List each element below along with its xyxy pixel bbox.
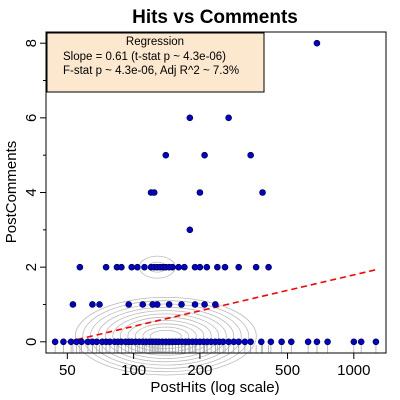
y-tick-label: 8 — [23, 39, 40, 47]
data-points — [51, 39, 380, 346]
legend-title: Regression — [126, 36, 184, 48]
data-point — [69, 301, 77, 308]
data-point — [191, 301, 199, 308]
data-point — [181, 263, 188, 271]
data-point — [186, 226, 194, 234]
data-point — [225, 114, 232, 122]
chart-title: Hits vs Comments — [132, 7, 298, 28]
data-point — [201, 151, 208, 159]
regression-line — [67, 268, 380, 343]
data-point — [96, 301, 103, 308]
data-point — [287, 338, 295, 346]
data-point — [278, 338, 285, 346]
data-point — [235, 263, 242, 271]
data-point — [201, 301, 208, 308]
data-point — [265, 263, 272, 271]
x-axis-label: PostHits (log scale) — [150, 379, 279, 396]
x-tick-label: 100 — [121, 362, 146, 379]
data-point — [350, 338, 358, 346]
data-point — [313, 39, 321, 47]
data-point — [78, 338, 85, 346]
data-point — [252, 263, 260, 271]
y-tick-label: 6 — [23, 114, 40, 122]
data-point — [235, 338, 242, 346]
y-axis: 0 2 4 6 8 — [23, 39, 46, 346]
data-point — [162, 151, 170, 159]
data-point — [357, 338, 365, 346]
data-point — [178, 301, 185, 308]
data-point — [196, 189, 204, 196]
density-contour — [82, 300, 250, 373]
x-tick-label: 200 — [187, 362, 212, 379]
data-point — [51, 338, 59, 346]
data-point — [257, 338, 265, 346]
data-point — [259, 189, 266, 196]
data-point — [267, 338, 275, 346]
density-contour — [119, 316, 212, 356]
density-contour — [74, 297, 257, 376]
density-contour — [112, 313, 220, 359]
data-point — [221, 263, 229, 271]
y-axis-label: PostComments — [3, 141, 20, 244]
data-point — [214, 263, 221, 271]
data-point — [125, 301, 133, 308]
data-point — [175, 263, 182, 271]
data-point — [203, 263, 211, 271]
data-point — [304, 338, 312, 346]
data-point — [150, 189, 158, 196]
data-point — [219, 338, 227, 346]
data-point — [118, 263, 125, 271]
data-point — [153, 301, 161, 308]
data-point — [169, 263, 176, 271]
density-contour — [97, 306, 235, 366]
regression-legend: Regression Slope = 0.61 (t-stat p ~ 4.3e… — [46, 32, 265, 93]
data-point — [134, 263, 141, 271]
data-point — [372, 338, 380, 346]
x-tick-label: 1000 — [337, 362, 370, 379]
legend-box — [46, 32, 265, 93]
data-point — [128, 263, 135, 271]
legend-line-2: F-stat p ~ 4.3e-06, Adj R^2 ~ 7.3% — [63, 65, 239, 77]
data-point — [212, 301, 219, 308]
x-tick-label: 500 — [275, 362, 300, 379]
data-point — [76, 263, 84, 271]
legend-line-1: Slope = 0.61 (t-stat p ~ 4.3e-06) — [63, 51, 226, 63]
data-point — [186, 114, 194, 122]
data-point — [165, 301, 173, 308]
data-point — [102, 263, 110, 271]
data-point — [247, 151, 254, 159]
data-point — [313, 338, 321, 346]
density-contour — [104, 310, 227, 363]
x-axis: 50 100 200 500 1000 — [59, 353, 371, 379]
y-tick-label: 4 — [23, 188, 40, 196]
y-tick-label: 2 — [23, 263, 40, 271]
x-rug — [54, 345, 377, 353]
y-tick-label: 0 — [23, 338, 40, 346]
data-point — [93, 338, 101, 346]
data-point — [241, 338, 249, 346]
x-tick-label: 50 — [59, 362, 76, 379]
data-point — [324, 338, 331, 346]
data-point — [89, 301, 96, 308]
data-point — [139, 301, 147, 308]
data-point — [60, 338, 67, 346]
data-point — [141, 263, 148, 271]
data-point — [247, 338, 254, 346]
data-point — [196, 263, 204, 271]
